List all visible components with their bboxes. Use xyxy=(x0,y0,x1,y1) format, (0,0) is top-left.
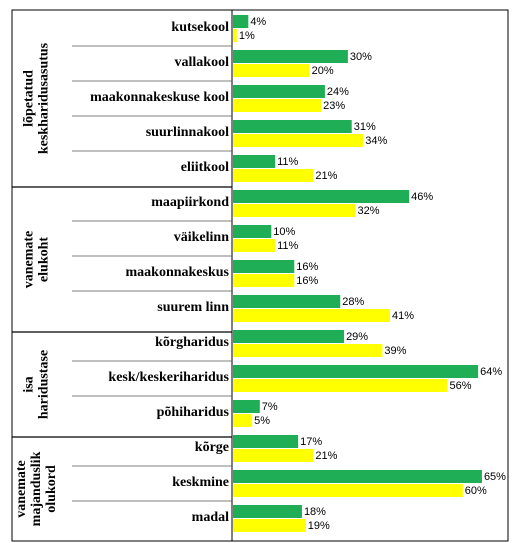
category-label: suurem linn xyxy=(157,300,229,315)
group-label: olukord xyxy=(44,465,59,513)
category-label: keskmine xyxy=(172,475,229,490)
bar-series-1 xyxy=(233,50,348,63)
bar-series-2 xyxy=(233,414,253,427)
bar-series-2 xyxy=(233,134,364,147)
bar-series-2 xyxy=(233,169,314,182)
category-label: suurlinnakool xyxy=(146,125,229,140)
value-label-series-2: 21% xyxy=(315,450,337,462)
value-label-series-1: 64% xyxy=(480,366,502,378)
category-label: madal xyxy=(192,510,229,525)
value-label-series-1: 65% xyxy=(484,471,506,483)
value-label-series-2: 39% xyxy=(384,345,406,357)
bar-series-2 xyxy=(233,64,310,77)
value-label-series-1: 18% xyxy=(304,506,326,518)
bar-series-2 xyxy=(233,204,356,217)
value-label-series-2: 34% xyxy=(365,135,387,147)
value-label-series-1: 31% xyxy=(354,121,376,133)
category-label: maakonnakeskuse kool xyxy=(90,90,229,105)
value-label-series-2: 21% xyxy=(315,170,337,182)
bar-series-2 xyxy=(233,99,322,112)
bar-series-1 xyxy=(233,505,302,518)
value-label-series-2: 41% xyxy=(392,310,414,322)
category-label: maakonnakeskus xyxy=(126,265,230,280)
bar-series-1 xyxy=(233,225,272,238)
category-label: kesk/keskeriharidus xyxy=(108,370,229,385)
group-label: elukoht xyxy=(37,237,52,282)
category-label: kõrge xyxy=(195,440,229,455)
value-label-series-2: 60% xyxy=(465,485,487,497)
bar-series-2 xyxy=(233,29,237,42)
bar-series-2 xyxy=(233,239,276,252)
bar-series-2 xyxy=(233,344,383,357)
bar-series-1 xyxy=(233,85,325,98)
value-label-series-1: 10% xyxy=(273,226,295,238)
value-label-series-1: 16% xyxy=(296,261,318,273)
bar-series-1 xyxy=(233,435,299,448)
category-label: põhiharidus xyxy=(157,405,230,420)
bar-series-1 xyxy=(233,120,352,133)
value-label-series-1: 29% xyxy=(346,331,368,343)
bar-series-1 xyxy=(233,155,276,168)
value-label-series-2: 20% xyxy=(312,65,334,77)
category-label: kõrgharidus xyxy=(155,335,229,350)
group-label: majanduslik xyxy=(29,451,44,526)
group-label: isa xyxy=(22,376,37,392)
value-label-series-2: 32% xyxy=(358,205,380,217)
value-label-series-1: 28% xyxy=(342,296,364,308)
bar-series-2 xyxy=(233,449,314,462)
value-label-series-2: 1% xyxy=(239,30,255,42)
category-label: kutsekool xyxy=(171,20,229,35)
group-label: haridustase xyxy=(37,350,52,419)
bar-series-1 xyxy=(233,400,260,413)
bar-series-2 xyxy=(233,309,391,322)
value-label-series-2: 16% xyxy=(296,275,318,287)
category-label: väikelinn xyxy=(174,230,229,245)
value-label-series-1: 11% xyxy=(277,156,298,168)
bar-series-1 xyxy=(233,470,482,483)
bar-series-1 xyxy=(233,190,410,203)
value-label-series-1: 4% xyxy=(250,16,266,28)
group-label: vanemate xyxy=(22,231,37,289)
value-label-series-1: 46% xyxy=(411,191,433,203)
bar-series-2 xyxy=(233,379,448,392)
value-label-series-2: 56% xyxy=(449,380,471,392)
bar-series-1 xyxy=(233,330,345,343)
value-label-series-2: 23% xyxy=(323,100,345,112)
bar-series-1 xyxy=(233,365,479,378)
value-label-series-1: 7% xyxy=(262,401,278,413)
chart-frame xyxy=(11,9,509,542)
value-label-series-1: 24% xyxy=(327,86,349,98)
value-label-series-2: 19% xyxy=(308,520,330,532)
bar-series-2 xyxy=(233,519,306,532)
group-label: keskharidusasutus xyxy=(37,42,52,154)
value-label-series-2: 11% xyxy=(277,240,298,252)
value-label-series-1: 17% xyxy=(300,436,322,448)
group-label: vanemate xyxy=(14,460,29,518)
category-label: vallakool xyxy=(175,55,230,70)
bar-series-2 xyxy=(233,484,463,497)
bar-series-1 xyxy=(233,15,249,28)
bar-series-1 xyxy=(233,295,341,308)
category-label: maapiirkond xyxy=(151,195,229,210)
value-label-series-2: 5% xyxy=(254,415,270,427)
bar-series-1 xyxy=(233,260,295,273)
group-label: lõpetatud xyxy=(22,70,37,127)
value-label-series-1: 30% xyxy=(350,51,372,63)
category-label: eliitkool xyxy=(181,160,229,175)
bar-series-2 xyxy=(233,274,295,287)
